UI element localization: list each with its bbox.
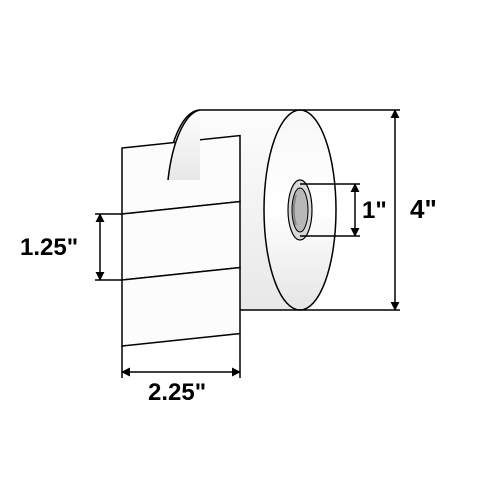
- dim-core-diameter-label: 1": [362, 197, 387, 224]
- dim-label-height: 1.25": [20, 214, 122, 280]
- dim-label-width-label: 2.25": [148, 379, 206, 406]
- dim-roll-diameter-label: 4": [410, 194, 437, 224]
- dim-label-height-label: 1.25": [20, 234, 78, 261]
- label-roll-diagram: 4" 1" 1.25" 2.25": [0, 0, 500, 500]
